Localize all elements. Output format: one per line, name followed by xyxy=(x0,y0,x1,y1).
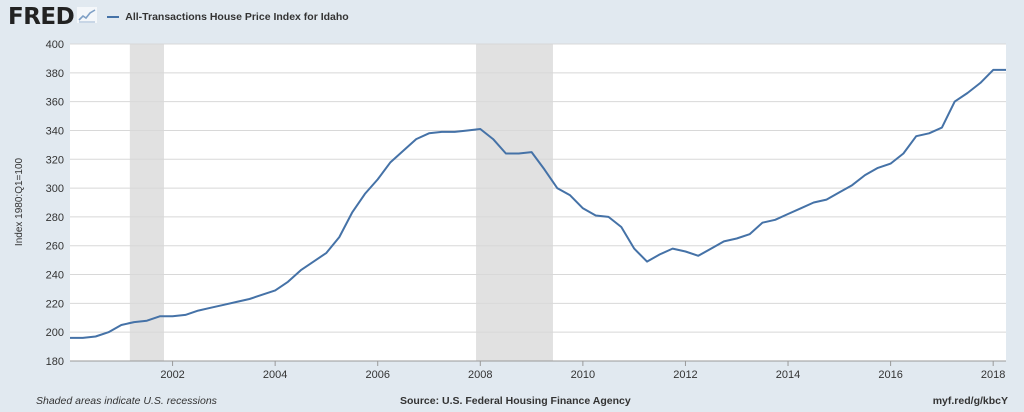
recession-shading xyxy=(129,44,553,361)
series-layer xyxy=(70,68,1006,339)
y-tick-label: 380 xyxy=(46,68,64,80)
recession-band xyxy=(476,44,553,361)
gridlines xyxy=(70,43,1006,333)
legend-swatch xyxy=(107,16,120,18)
y-tick-label: 240 xyxy=(46,270,64,282)
y-tick-label: 180 xyxy=(46,356,64,368)
x-tick-label: 2012 xyxy=(673,369,697,381)
legend-label: All-Transactions House Price Index for I… xyxy=(125,11,349,23)
series-line xyxy=(70,68,1006,339)
y-tick-label: 400 xyxy=(46,39,64,51)
y-axis-label: Index 1980:Q1=100 xyxy=(14,158,25,247)
axes: 180 200 220 240 260 280 300 320 340 360 380 400 2002… xyxy=(46,39,1006,381)
y-tick-label: 320 xyxy=(46,154,64,166)
y-tick-label: 280 xyxy=(46,212,64,224)
fred-logo[interactable]: FRED xyxy=(8,4,75,30)
chart-header: FRED All-Transactions House Price Index … xyxy=(8,4,349,30)
x-tick-label: 2004 xyxy=(263,369,287,381)
y-tick-label: 200 xyxy=(46,327,64,339)
short-url-link[interactable]: myf.red/g/kbcY xyxy=(932,395,1008,407)
recession-band xyxy=(129,44,165,361)
y-tick-label: 220 xyxy=(46,298,64,310)
x-tick-label: 2016 xyxy=(878,369,902,381)
source-note: Source: U.S. Federal Housing Finance Age… xyxy=(400,395,631,407)
y-tick-label: 260 xyxy=(46,241,64,253)
x-tick-label: 2010 xyxy=(571,369,595,381)
x-tick-label: 2014 xyxy=(776,369,800,381)
x-tick-label: 2002 xyxy=(160,369,184,381)
y-tick-label: 340 xyxy=(46,125,64,137)
y-tick-label: 300 xyxy=(46,183,64,195)
recession-note: Shaded areas indicate U.S. recessions xyxy=(36,395,217,407)
y-tick-label: 360 xyxy=(46,97,64,109)
line-chart-logo-icon xyxy=(77,6,98,28)
x-tick-label: 2018 xyxy=(981,369,1005,381)
x-tick-label: 2006 xyxy=(365,369,389,381)
x-tick-label: 2008 xyxy=(468,369,492,381)
legend: All-Transactions House Price Index for I… xyxy=(107,11,349,23)
